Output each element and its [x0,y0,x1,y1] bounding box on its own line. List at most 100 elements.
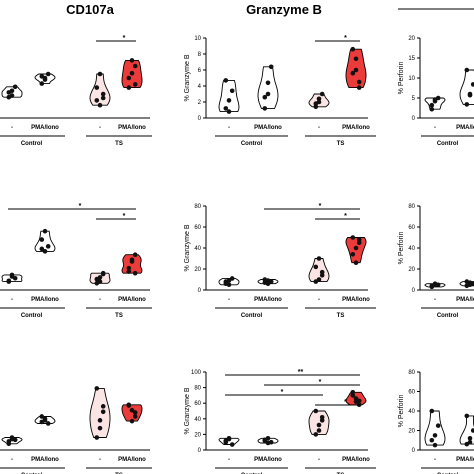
data-point [265,91,271,97]
x-category-label: PMA/Iono [31,457,59,463]
data-point [350,389,356,395]
data-point [356,240,362,246]
y-tick-label: 0 [198,116,202,122]
panel-row3-col2: 0 20 40 60 80 100 % Granzyme B - PMA/Iono - PMA/Io… [184,369,376,474]
significance-star: * [344,35,347,42]
y-tick-label: 0 [198,448,202,454]
data-point [319,273,325,278]
data-point [356,85,362,90]
data-point [316,428,322,433]
data-point [226,282,232,288]
data-point [356,398,362,404]
data-point [265,281,271,287]
data-point [429,102,435,108]
y-axis-label: % Granzyme B [184,54,191,101]
y-tick-label: 10 [408,76,415,82]
data-point [353,396,359,401]
data-point [353,67,359,73]
data-point [350,70,356,76]
data-point [132,270,138,276]
violin-4 [121,404,143,422]
data-point [265,440,271,446]
y-axis-label: % Perforin [398,62,405,95]
x-category-label: - [99,457,101,463]
x-category-label: PMA/Iono [342,297,370,303]
significance-star: * [344,213,347,220]
data-point [435,282,441,288]
data-point [313,104,319,110]
x-category-label: - [318,125,320,131]
data-point [432,442,438,448]
data-point [94,435,100,440]
data-point [350,46,356,52]
data-point [132,414,138,419]
group-label-control: Control [437,141,459,147]
y-tick-label: 20 [194,432,201,438]
x-category-label: PMA/Iono [342,125,370,131]
data-point [126,85,132,90]
data-point [39,414,45,419]
x-category-label: PMA/Iono [254,297,282,303]
violin-1 [218,79,240,113]
group-label-ts: TS [115,313,123,319]
group-label-control: Control [241,141,263,147]
x-category-label: - [434,457,436,463]
y-tick-label: 60 [194,225,201,231]
panel-row1-col3: 0 5 10 15 20 % Perforin - PMA/Iono Control [398,36,474,147]
data-point [39,237,45,242]
panel-row1-col1: - PMA/Iono - PMA/Iono Control TS * [0,35,152,147]
data-point [9,274,15,279]
data-point [126,75,132,81]
data-point [132,63,138,69]
data-point [97,418,103,423]
y-tick-label: 0 [412,116,416,122]
data-point [45,71,51,77]
data-point [356,237,362,242]
x-category-label: PMA/Iono [254,125,282,131]
violin-1 [424,410,446,446]
data-point [226,436,232,441]
data-point [435,423,441,428]
y-tick-label: 20 [408,36,415,42]
data-point [229,442,235,447]
data-point [313,264,319,270]
y-tick-label: 8 [198,52,202,58]
data-point [97,275,103,280]
column-title-granzyme-b: Granzyme B [246,2,322,17]
y-tick-label: 5 [412,96,416,102]
violin-2 [34,230,56,252]
violin-2 [459,69,474,105]
panel-row2-col1: - PMA/Iono - PMA/Iono Control TS * * [0,203,152,319]
x-category-label: - [318,297,320,303]
significance-star: * [123,35,126,42]
x-category-label: - [11,125,13,131]
data-point [467,436,473,441]
significance-star: * [123,213,126,220]
x-category-label: PMA/Iono [342,457,370,463]
data-point [39,246,45,252]
data-point [262,437,268,443]
x-category-label: - [434,125,436,131]
y-tick-label: 40 [194,417,201,423]
y-tick-label: 60 [408,390,415,396]
y-tick-label: 80 [194,386,201,392]
y-tick-label: 10 [194,36,201,42]
y-tick-label: 20 [408,429,415,435]
y-tick-label: 2 [198,100,202,106]
data-point [265,80,271,86]
data-point [129,418,135,424]
x-category-label: PMA/Iono [118,125,146,131]
x-category-label: PMA/Iono [31,297,59,303]
x-category-label: - [228,297,230,303]
significance-star: * [281,389,284,396]
data-point [435,95,441,101]
data-point [470,82,474,87]
data-point [313,408,319,414]
data-point [313,101,319,106]
data-point [226,98,232,103]
data-point [129,257,135,263]
data-point [126,402,132,408]
significance-star: * [79,203,82,210]
y-axis-label: % Perforin [398,232,405,265]
